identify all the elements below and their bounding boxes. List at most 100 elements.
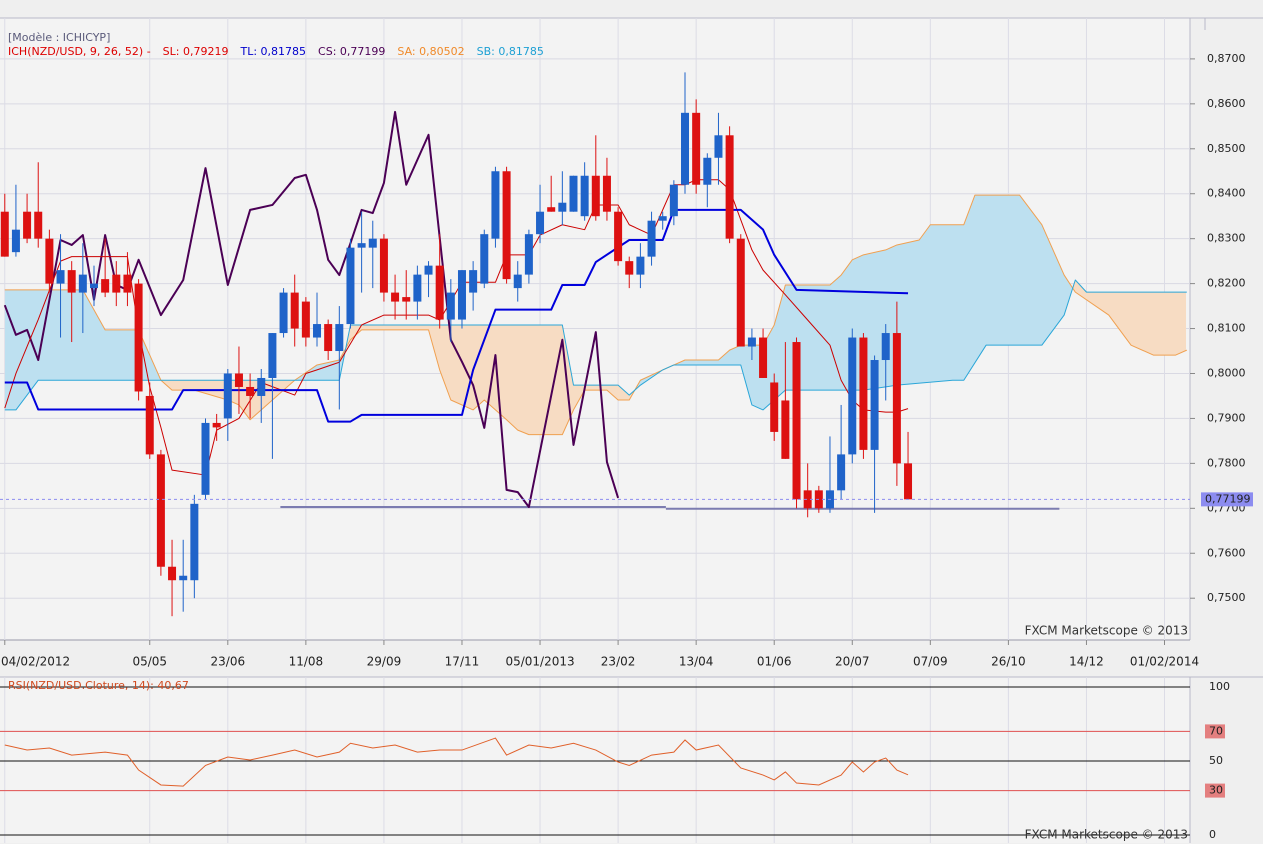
x-tick-label: 29/09	[367, 655, 402, 669]
y-tick-label: 0,8200	[1207, 277, 1246, 290]
cloud-fill	[635, 195, 1073, 410]
candle-body	[402, 297, 411, 302]
indicator-value: SA: 0,80502	[397, 45, 464, 58]
x-tick-label: 26/10	[991, 655, 1026, 669]
candle-body	[870, 360, 879, 450]
y-tick-label: 0,7900	[1207, 411, 1246, 424]
candles-layer	[0, 72, 913, 617]
x-tick-label: 20/07	[835, 655, 870, 669]
candle-body	[747, 337, 756, 347]
candle-body	[413, 274, 422, 302]
candle-body	[212, 422, 221, 428]
candle-body	[469, 270, 478, 293]
candle-body	[703, 157, 712, 185]
watermark: FXCM Marketscope © 2013	[1025, 624, 1188, 638]
watermark: FXCM Marketscope © 2013	[1025, 828, 1188, 842]
rsi-y-tick-label: 50	[1209, 754, 1223, 767]
candle-body	[179, 575, 188, 581]
last-price-box	[1201, 492, 1253, 507]
candle-body	[636, 256, 645, 275]
candle-body	[524, 234, 533, 275]
labels-layer: 0,8700 0,8600 0,8500 0,8400 0,8300 0,8200 0,81…	[0, 52, 1253, 841]
candle-body	[34, 211, 43, 239]
candle-body	[201, 422, 210, 495]
candle-body	[759, 337, 768, 378]
x-tick-label: 23/06	[211, 655, 246, 669]
indicator-value: SL: 0,79219	[163, 45, 229, 58]
rsi-y-tick-label: 0	[1209, 828, 1216, 841]
y-tick-label: 0,8700	[1207, 52, 1246, 65]
rsi-plot-area	[0, 677, 1190, 843]
candle-body	[647, 220, 656, 257]
candle-body	[56, 270, 65, 284]
candle-body	[837, 454, 846, 491]
x-tick-label: 17/11	[445, 655, 480, 669]
chikou-span	[3, 110, 620, 508]
candle-body	[134, 283, 143, 392]
indicator-value: TL: 0,81785	[239, 45, 306, 58]
candle-body	[536, 211, 545, 235]
candle-body	[714, 135, 723, 158]
cloud-fill	[1073, 280, 1186, 356]
x-tick-label: 01/02/2014	[1130, 655, 1199, 669]
candle-body	[614, 211, 623, 262]
candle-body	[736, 238, 745, 347]
senkou-span-b	[4, 279, 1187, 411]
candle-body	[480, 234, 489, 284]
candle-body	[156, 454, 165, 567]
candle-body	[112, 274, 121, 293]
candle-body	[268, 333, 277, 378]
candle-body	[313, 324, 322, 338]
candle-body	[904, 463, 913, 500]
candle-body	[558, 202, 567, 212]
x-tick-label: 04/02/2012	[1, 655, 70, 669]
candle-body	[692, 112, 701, 185]
rsi-level-label: 70	[1209, 724, 1223, 737]
candle-body	[11, 229, 20, 253]
candle-body	[391, 292, 400, 302]
candle-body	[78, 274, 87, 293]
candle-body	[290, 292, 299, 329]
candle-body	[190, 503, 199, 581]
y-tick-label: 0,8300	[1207, 232, 1246, 245]
candle-body	[580, 175, 589, 217]
candle-body	[547, 207, 556, 212]
candle-body	[625, 261, 634, 275]
candle-body	[681, 112, 690, 185]
x-tick-label: 11/08	[289, 655, 324, 669]
candle-body	[168, 566, 177, 581]
candle-body	[45, 238, 54, 284]
rsi-line	[4, 737, 909, 787]
x-tick-label: 13/04	[679, 655, 714, 669]
indicator-label: ICH(NZD/USD, 9, 26, 52) -	[8, 45, 151, 58]
x-tick-label: 23/02	[601, 655, 636, 669]
candle-body	[23, 211, 32, 239]
candle-body	[357, 243, 366, 248]
y-tick-label: 0,8000	[1207, 366, 1246, 379]
y-tick-label: 0,7600	[1207, 546, 1246, 559]
model-label: [Modèle : ICHICYP]	[8, 31, 110, 44]
x-tick-label: 14/12	[1069, 655, 1104, 669]
candle-body	[803, 490, 812, 509]
candle-body	[892, 333, 901, 464]
x-tick-label: 01/06	[757, 655, 792, 669]
candle-body	[881, 333, 890, 361]
candle-body	[591, 175, 600, 217]
candle-body	[246, 386, 255, 396]
candle-body	[424, 265, 433, 275]
rsi-level-box	[1205, 724, 1225, 739]
candle-body	[848, 337, 857, 455]
indicator-header: ICH(NZD/USD, 9, 26, 52) - SL: 0,79219 TL: …	[8, 45, 544, 58]
rsi-y-tick-label: 100	[1209, 680, 1230, 693]
candle-body	[223, 373, 232, 419]
candle-body	[602, 175, 611, 212]
candle-body	[346, 247, 355, 325]
candle-body	[145, 395, 154, 455]
y-tick-label: 0,8500	[1207, 142, 1246, 155]
candle-body	[446, 292, 455, 320]
candle-body	[491, 171, 500, 239]
candle-body	[669, 184, 678, 217]
candle-body	[101, 279, 110, 293]
rsi-title: RSI(NZD/USD.Cloture, 14): 40,67	[8, 679, 189, 692]
